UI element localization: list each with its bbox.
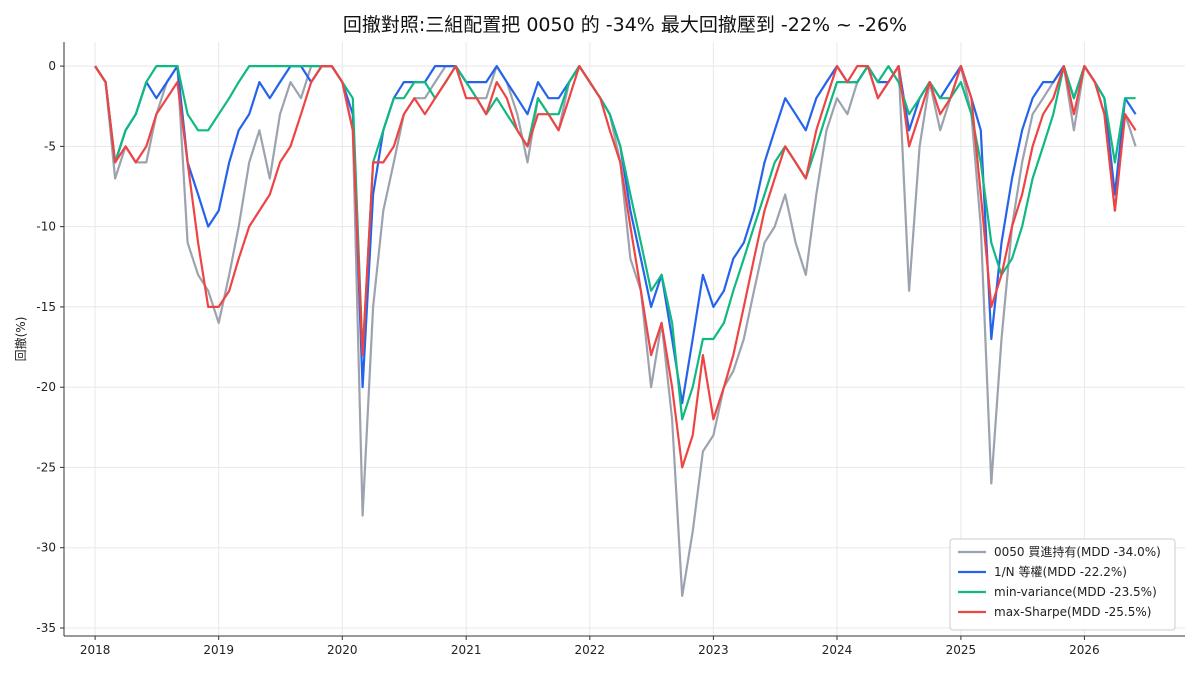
x-tick-label: 2019 <box>203 643 234 657</box>
axes <box>63 42 1185 637</box>
x-tick-label: 2026 <box>1069 643 1100 657</box>
legend-label-3: max-Sharpe(MDD -25.5%) <box>994 605 1151 619</box>
y-ticks: 0 -5 -10 -15 -20 -25 -30 -35 <box>36 59 64 635</box>
y-tick-label: -25 <box>36 460 56 474</box>
legend: 0050 買進持有(MDD -34.0%) 1/N 等權(MDD -22.2%) m… <box>949 538 1176 631</box>
x-tick-label: 2022 <box>575 643 606 657</box>
series-line-2 <box>94 64 1136 421</box>
y-axis-label: 回撤(%) <box>13 317 28 362</box>
x-tick-label: 2023 <box>698 643 729 657</box>
x-ticks: 2018 2019 2020 2021 2022 2023 2024 2025 2026 <box>80 636 1100 657</box>
y-tick-label: -30 <box>36 541 56 555</box>
legend-box <box>949 538 1176 631</box>
y-tick-label: -35 <box>36 621 56 635</box>
chart-title: 回撤對照:三組配置把 0050 的 -34% 最大回撤壓到 -22% ~ -26… <box>343 14 907 36</box>
y-tick-label: -15 <box>36 300 56 314</box>
x-tick-label: 2018 <box>80 643 111 657</box>
x-tick-label: 2021 <box>451 643 482 657</box>
y-tick-label: -20 <box>36 380 56 394</box>
series-lines <box>94 64 1137 598</box>
y-tick-label: -10 <box>36 220 56 234</box>
legend-label-0: 0050 買進持有(MDD -34.0%) <box>994 544 1161 559</box>
legend-label-1: 1/N 等權(MDD -22.2%) <box>994 565 1127 579</box>
series-line-3 <box>94 64 1137 469</box>
x-tick-label: 2025 <box>946 643 977 657</box>
y-tick-label: 0 <box>48 59 56 73</box>
y-tick-label: -5 <box>44 139 56 153</box>
legend-label-2: min-variance(MDD -23.5%) <box>994 585 1157 599</box>
x-tick-label: 2024 <box>822 643 853 657</box>
x-tick-label: 2020 <box>327 643 358 657</box>
series-line-1 <box>94 64 1137 405</box>
